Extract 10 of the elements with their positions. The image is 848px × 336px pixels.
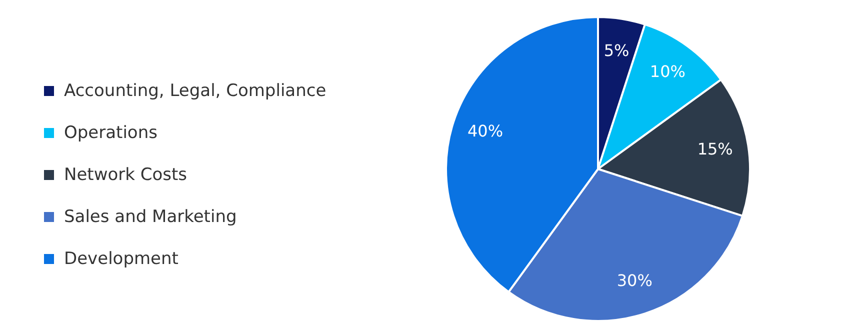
data-label: 40%: [467, 122, 504, 141]
legend-label: Development: [64, 249, 178, 269]
data-label: 30%: [616, 270, 652, 290]
legend-label: Operations: [64, 123, 158, 143]
data-label: 15%: [697, 140, 733, 159]
legend-label: Network Costs: [64, 165, 188, 185]
data-label: 5%: [604, 41, 630, 60]
legend-label: Accounting, Legal, Compliance: [64, 81, 326, 101]
data-label: 10%: [650, 62, 686, 82]
legend-label: Sales and Marketing: [64, 207, 237, 227]
